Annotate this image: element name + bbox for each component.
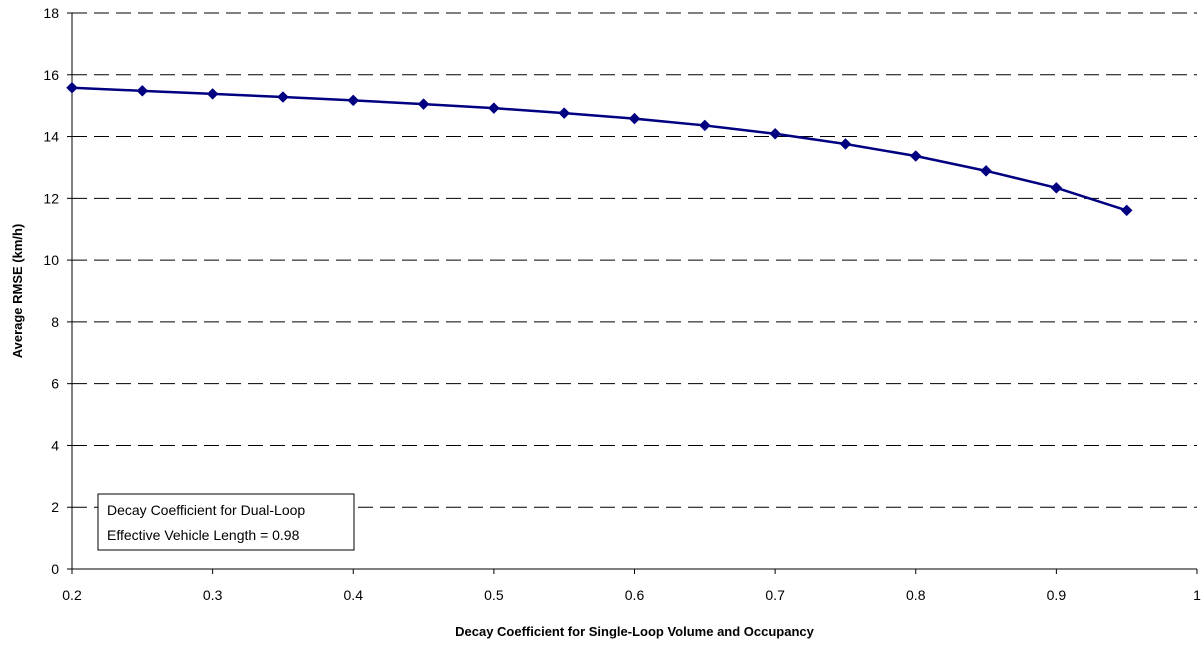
y-tick-label: 10 (43, 252, 59, 268)
series-line (71, 86, 1128, 212)
y-tick-label: 12 (43, 190, 59, 206)
data-point (206, 88, 219, 100)
x-axis-title: Decay Coefficient for Single-Loop Volume… (455, 624, 815, 639)
data-point (1120, 204, 1133, 217)
axes: 0 2 4 6 8 10 12 14 16 18 0.2 0.3 0.4 0.5 0.6 0.7 0.8 0.9 1 (43, 5, 1201, 603)
y-tick-label: 4 (51, 437, 59, 453)
data-point (980, 164, 992, 177)
data-point (628, 112, 641, 125)
data-point (488, 102, 500, 114)
x-tick-label: 0.9 (1047, 587, 1067, 603)
data-point (909, 150, 922, 162)
y-tick-label: 14 (43, 129, 59, 145)
annotation-frame (97, 493, 355, 551)
annotation-line-1: Decay Coefficient for Dual-Loop (107, 502, 305, 518)
x-tick-label: 0.6 (625, 587, 645, 603)
annotation-box: Decay Coefficient for Dual-Loop Effectiv… (97, 493, 355, 551)
series-layer (66, 81, 1133, 217)
data-point (698, 119, 711, 132)
gridlines (72, 12, 1197, 508)
y-tick-label: 2 (51, 499, 59, 515)
y-tick-label: 6 (51, 376, 59, 392)
x-tick-label: 0.4 (344, 587, 364, 603)
annotation-line-2: Effective Vehicle Length = 0.98 (107, 527, 300, 543)
data-point (277, 91, 289, 103)
x-tick-label: 0.8 (906, 587, 926, 603)
y-axis-title: Average RMSE (km/h) (10, 224, 25, 359)
y-tick-label: 18 (43, 5, 59, 21)
data-point (136, 84, 149, 97)
data-point (66, 81, 78, 94)
y-tick-label: 8 (51, 314, 59, 330)
data-point (769, 127, 781, 140)
data-point (1050, 181, 1063, 194)
x-tick-label: 0.5 (484, 587, 504, 603)
data-point (347, 94, 360, 107)
data-point (839, 138, 852, 150)
y-tick-label: 16 (43, 67, 59, 83)
x-tick-label: 0.3 (203, 587, 223, 603)
x-tick-label: 1 (1193, 587, 1201, 603)
data-point (558, 107, 571, 119)
y-tick-label: 0 (51, 561, 59, 577)
data-point (417, 98, 430, 110)
x-tick-label: 0.2 (62, 587, 82, 603)
x-tick-label: 0.7 (765, 587, 785, 603)
